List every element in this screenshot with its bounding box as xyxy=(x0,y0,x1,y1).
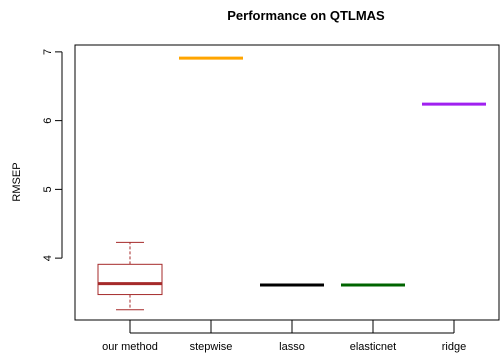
y-axis-label: RMSEP xyxy=(11,162,23,201)
x-axis: our method stepwise lasso elasticnet ridge xyxy=(102,320,466,353)
boxes xyxy=(97,56,486,311)
plot-frame xyxy=(74,44,500,321)
y-tick-label: 7 xyxy=(42,49,54,55)
box-iqr xyxy=(97,263,163,296)
x-tick-label: lasso xyxy=(279,341,305,353)
y-tick-label: 5 xyxy=(42,186,54,192)
x-tick-label: stepwise xyxy=(190,341,233,353)
y-axis: 4 5 6 7 xyxy=(42,49,63,261)
x-tick-label: ridge xyxy=(442,341,466,353)
x-tick-label: elasticnet xyxy=(350,341,396,353)
chart-title: Performance on QTLMAS xyxy=(227,8,385,23)
x-tick-label: our method xyxy=(102,341,158,353)
box-our-method xyxy=(97,241,163,311)
y-tick-label: 4 xyxy=(42,255,54,261)
y-tick-label: 6 xyxy=(42,118,54,124)
